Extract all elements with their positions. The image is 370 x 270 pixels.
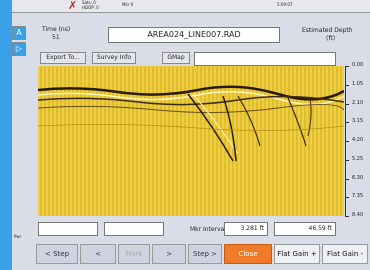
time-value: 51 (52, 34, 60, 41)
blank-box-1 (38, 222, 98, 236)
scale-line (345, 66, 346, 216)
marker: Mkr 0 (122, 2, 133, 7)
bottom-button[interactable]: Flat Gain + (274, 244, 320, 264)
status-bar: ✗ Sats: 0 HDOP: 0 Mkr 0 5:09:07 (12, 0, 370, 13)
depth-label: Estimated Depth (302, 27, 353, 34)
bottom-button[interactable]: < (80, 244, 116, 264)
bottom-button[interactable]: < Step (36, 244, 78, 264)
toolbar-button[interactable]: Export To... (40, 52, 86, 64)
scale-label: 8.40 (352, 212, 363, 218)
distance: 46.59 ft (274, 222, 336, 236)
bottom-button[interactable]: Close (224, 244, 272, 264)
scale-label: 0.00 (352, 62, 363, 68)
scale-label: 3.15 (352, 118, 363, 124)
depth-unit: (ft) (326, 35, 335, 42)
info-box (194, 52, 336, 66)
blank-box-2 (104, 222, 164, 236)
a-button[interactable]: A (12, 26, 26, 40)
scale-label: 6.30 (352, 175, 363, 181)
hdop: HDOP: 0 (82, 5, 99, 10)
marker-interval: 3.281 ft (224, 222, 268, 236)
close-icon[interactable]: ✗ (68, 0, 77, 12)
bottom-button[interactable]: Mark (118, 244, 150, 264)
marker-interval-label: Mkr Interval (190, 226, 226, 233)
toolbar-button[interactable]: GMap (162, 52, 190, 64)
scale-label: 5.25 (352, 156, 363, 162)
file-name: AREA024_LINE007.RAD (108, 27, 280, 43)
clock: 5:09:07 (277, 2, 292, 7)
bottom-button[interactable]: Flat Gain - (322, 244, 368, 264)
play-button[interactable]: ▷ (12, 42, 26, 56)
scale-label: 7.35 (352, 193, 363, 199)
bottom-button[interactable]: > (152, 244, 186, 264)
scale-label: 4.20 (352, 137, 363, 143)
bottom-button[interactable]: Step > (188, 244, 222, 264)
power: Pwr (14, 234, 21, 239)
scale-label: 1.05 (352, 81, 363, 87)
app-window: ✗ Sats: 0 HDOP: 0 Mkr 0 5:09:07 A ▷ Time… (0, 0, 370, 270)
toolbar-button[interactable]: Survey Info (92, 52, 136, 64)
side-strip (0, 0, 12, 270)
scale-tick (345, 216, 349, 217)
time-label: Time (ns) (42, 26, 70, 33)
radargram (38, 66, 344, 216)
scale-label: 2.10 (352, 100, 363, 106)
